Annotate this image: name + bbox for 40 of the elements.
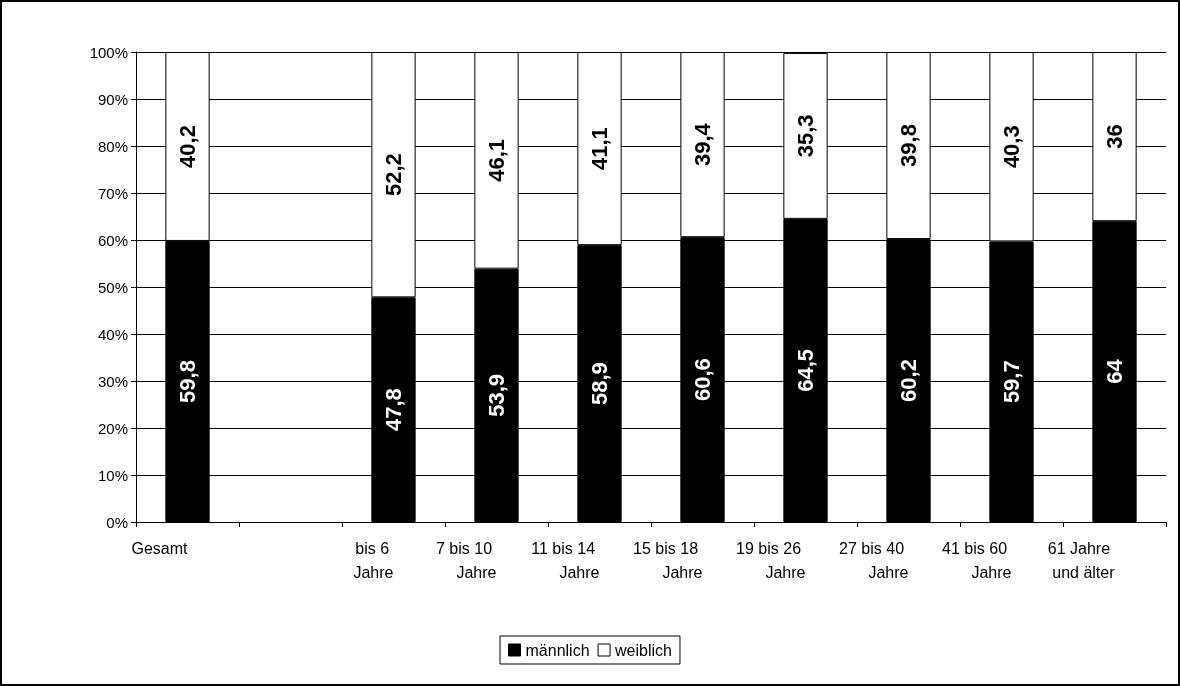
x-tick-label: 11 bis 14 Jahre — [531, 539, 600, 581]
y-tick-label: 0% — [106, 513, 128, 531]
legend-label: weiblich — [614, 641, 672, 659]
data-label: 39,4 — [690, 122, 715, 166]
data-label: 35,3 — [793, 114, 818, 158]
data-label: 36 — [1102, 124, 1127, 149]
data-label: 64 — [1102, 358, 1127, 384]
data-label: 58,9 — [587, 362, 612, 405]
x-tick-label: 19 bis 26 Jahre — [736, 539, 806, 581]
y-tick-label: 90% — [97, 90, 128, 108]
y-tick-label: 80% — [97, 137, 128, 155]
legend-label: männlich — [525, 641, 590, 659]
data-label: 59,8 — [175, 360, 200, 403]
y-tick-label: 60% — [97, 231, 128, 249]
data-label: 39,8 — [896, 124, 921, 167]
y-tick-label: 30% — [97, 372, 128, 390]
data-label: 59,7 — [999, 360, 1024, 404]
data-label: 60,2 — [896, 359, 921, 402]
data-label: 60,6 — [690, 358, 715, 401]
data-label: 40,2 — [175, 125, 200, 168]
y-tick-label: 50% — [97, 278, 128, 296]
y-tick-label: 20% — [97, 419, 128, 437]
x-tick-label: 41 bis 60 Jahre — [942, 539, 1012, 581]
data-label: 46,1 — [484, 138, 509, 182]
data-label: 41,1 — [587, 127, 612, 170]
y-tick-label: 40% — [97, 325, 128, 343]
data-label: 64,5 — [793, 349, 818, 392]
x-tick-label: 15 bis 18 Jahre — [633, 539, 703, 581]
x-tick-label: 27 bis 40 Jahre — [839, 539, 909, 581]
data-label: 47,8 — [381, 388, 406, 432]
y-tick-label: 100% — [89, 43, 128, 61]
data-label: 52,2 — [381, 153, 406, 197]
x-tick-label: bis 6 Jahre — [353, 539, 394, 581]
x-tick-label: 7 bis 10 Jahre — [436, 539, 497, 581]
data-label: 40,3 — [999, 125, 1024, 169]
data-label: 53,9 — [484, 373, 509, 417]
y-tick-label: 10% — [97, 466, 128, 484]
x-tick-label: Gesamt — [131, 539, 189, 557]
y-tick-label: 70% — [97, 184, 128, 202]
x-tick-label: 61 Jahre und älter — [1047, 539, 1116, 581]
